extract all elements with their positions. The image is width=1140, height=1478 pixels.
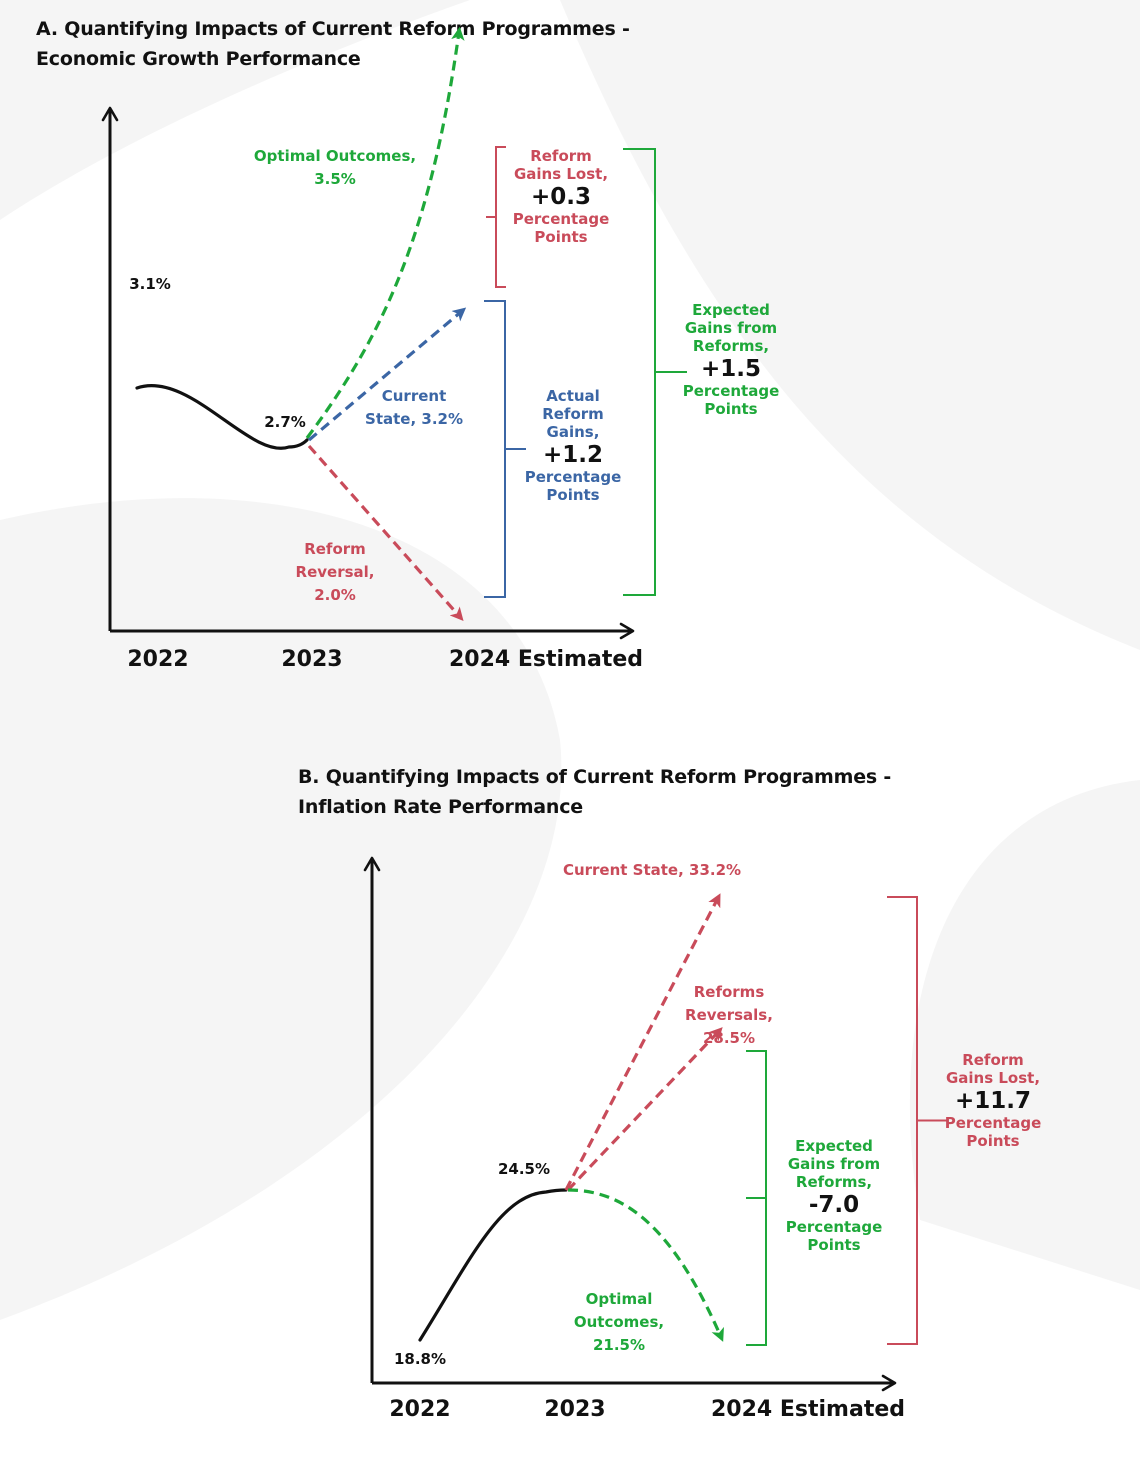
data-label-2023: 2.7% [264,413,306,431]
actual-gains-value: +1.2 [543,442,603,468]
expected-gains-label: Reforms, [796,1173,872,1191]
watermark-shape [0,0,470,220]
gains-lost-label: Reform [530,147,592,165]
data-label-2022: 3.1% [129,275,171,293]
watermark-shape [0,498,562,1321]
optimal-outcome-label: 3.5% [314,170,356,188]
reform-reversal-line [307,444,464,622]
gains-lost-unit: Points [966,1132,1019,1150]
y-axis-arrowhead [363,856,381,872]
optimal-outcome-label: Outcomes, [574,1313,664,1331]
reforms-reversals-label: Reforms [694,983,765,1001]
x-tick-label: 2024 Estimated [449,647,643,672]
chart-b-title: B. Quantifying Impacts of Current Reform… [298,766,892,818]
data-label-2023: 24.5% [498,1160,550,1178]
gains-lost-value: +11.7 [955,1088,1031,1114]
current-state-label: Current [382,387,447,405]
data-label-2022: 18.8% [394,1350,446,1368]
actual-inflation-line [418,1188,568,1342]
chart-a-growth: 2022 2023 2024 Estimated 3.1% 2.7% Optimal Ou… [101,26,780,672]
gains-lost-bracket [887,896,918,1345]
gains-lost-unit: Percentage [945,1114,1042,1132]
x-tick-label: 2023 [281,647,342,672]
reforms-reversals-label: 28.5% [703,1029,755,1047]
current-state-line [564,893,721,1191]
expected-gains-label: Gains from [685,319,777,337]
expected-gains-value: +1.5 [701,356,761,382]
actual-gains-label: Reform [542,405,604,423]
expected-gains-value: -7.0 [809,1192,859,1218]
gains-lost-value: +0.3 [531,184,591,210]
x-tick-label: 2022 [389,1397,450,1422]
x-tick-label: 2024 Estimated [711,1397,905,1422]
gains-lost-unit: Percentage [513,210,610,228]
current-state-line [307,307,467,442]
actual-gains-label: Actual [546,387,600,405]
expected-gains-label: Reforms, [693,337,769,355]
x-tick-label: 2023 [544,1397,605,1422]
expected-gains-unit: Points [704,400,757,418]
gains-lost-unit: Points [534,228,587,246]
expected-gains-unit: Percentage [786,1218,883,1236]
watermark-shape [909,780,1140,1290]
watermark-shape [560,0,1140,650]
actual-gains-unit: Points [546,486,599,504]
optimal-outcome-label: 21.5% [593,1336,645,1354]
actual-gains-unit: Percentage [525,468,622,486]
y-axis-arrowhead [101,106,119,122]
x-tick-label: 2022 [127,647,188,672]
expected-gains-label: Expected [795,1137,873,1155]
optimal-outcome-line [305,26,465,439]
expected-gains-label: Expected [692,301,770,319]
chart-a-title: A. Quantifying Impacts of Current Reform… [36,18,630,70]
actual-gains-label: Gains, [547,423,600,441]
current-state-label: State, 3.2% [365,410,463,428]
x-axis-arrowhead [881,1374,897,1392]
expected-gains-label: Gains from [788,1155,880,1173]
reforms-reversals-label: Reversals, [685,1006,773,1024]
optimal-outcome-label: Optimal Outcomes, [254,147,416,165]
current-state-label: Current State, 33.2% [563,861,741,879]
reform-reversal-label: 2.0% [314,586,356,604]
expected-gains-unit: Points [807,1236,860,1254]
x-axis-arrowhead [619,622,635,640]
actual-growth-line [135,384,309,450]
optimal-outcome-line [567,1188,724,1342]
reform-reversal-label: Reversal, [296,563,375,581]
gains-lost-label: Reform [962,1051,1024,1069]
expected-gains-unit: Percentage [683,382,780,400]
reform-reversal-label: Reform [304,540,366,558]
optimal-outcome-label: Optimal [586,1290,653,1308]
reforms-reversals-line [566,1027,723,1192]
gains-lost-label: Gains Lost, [514,165,608,183]
gains-lost-label: Gains Lost, [946,1069,1040,1087]
